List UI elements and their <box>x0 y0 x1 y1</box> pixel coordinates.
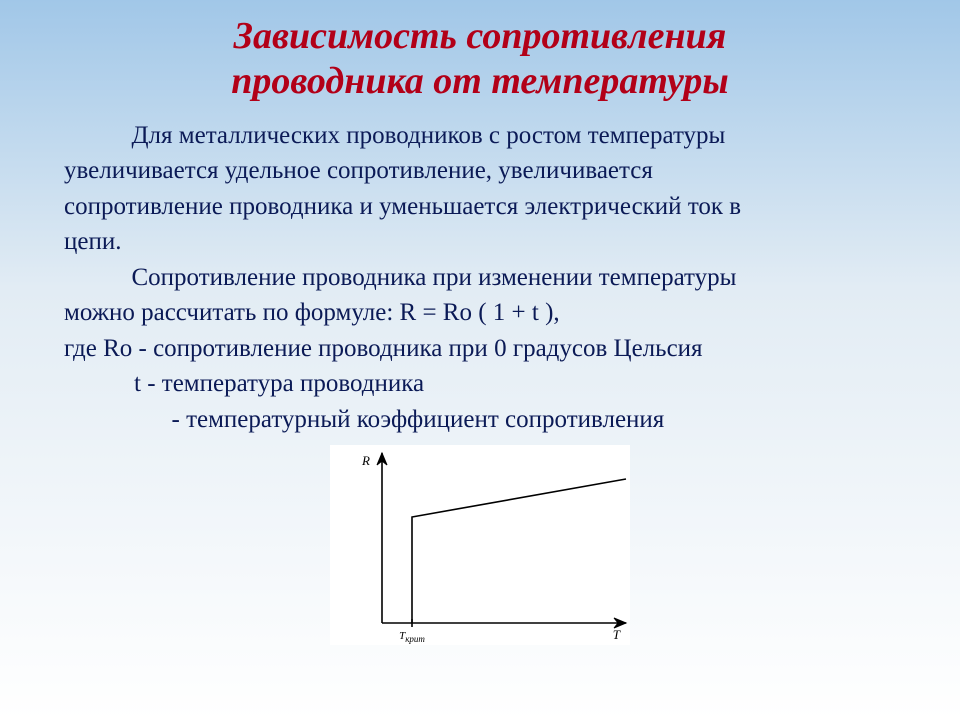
slide: Зависимость сопротивления проводника от … <box>0 0 960 720</box>
para1-l4: цепи. <box>64 224 896 260</box>
para1-l1: Для металлических проводников с ростом т… <box>64 118 896 154</box>
svg-text:T: T <box>613 627 621 642</box>
para1-l3: сопротивление проводника и уменьшается э… <box>64 189 896 225</box>
resistance-chart: R T Tкрит <box>330 445 630 645</box>
body-text: Для металлических проводников с ростом т… <box>64 118 896 438</box>
title-line-1: Зависимость сопротивления <box>64 14 896 59</box>
para1-l2: увеличивается удельное сопротивление, ув… <box>64 153 896 189</box>
chart-area: R T Tкрит <box>64 445 896 645</box>
svg-text:Tкрит: Tкрит <box>399 630 425 644</box>
para3-l3: - температурный коэффициент сопротивлени… <box>64 402 896 438</box>
para3-l2: t - температура проводника <box>64 366 896 402</box>
title-line-2: проводника от температуры <box>64 59 896 104</box>
svg-text:R: R <box>361 453 370 468</box>
para2-l1: Сопротивление проводника при изменении т… <box>64 260 896 296</box>
para2-l2: можно рассчитать по формуле: R = Ro ( 1 … <box>64 295 896 331</box>
chart-svg: R T Tкрит <box>330 445 630 645</box>
para3-l1: где Ro - сопротивление проводника при 0 … <box>64 331 896 367</box>
slide-title: Зависимость сопротивления проводника от … <box>64 14 896 104</box>
